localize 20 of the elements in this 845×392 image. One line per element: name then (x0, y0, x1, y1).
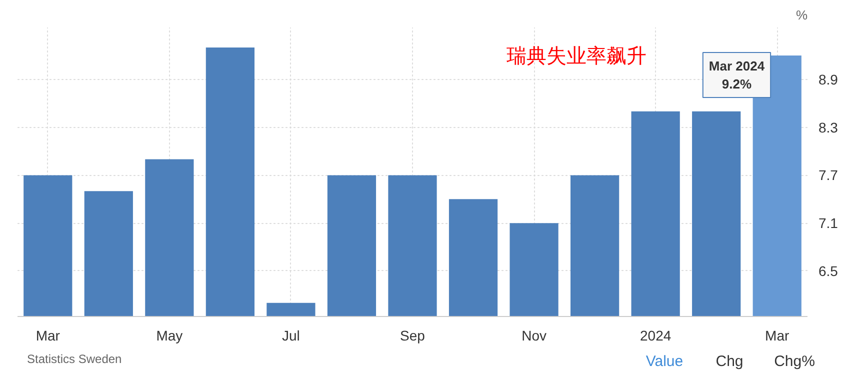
y-tick-label: 7.1 (818, 215, 838, 232)
annotation: Mar 2024 (708, 58, 766, 74)
x-tick-label: Jul (282, 328, 300, 344)
x-tick-label: 2024 (640, 328, 672, 344)
x-tick-label: Nov (522, 328, 546, 344)
y-axis-title: % (796, 8, 808, 22)
x-tick-label: Mar (765, 328, 790, 344)
text: Statistics Sweden (27, 351, 122, 368)
text: 瑞典失业率飙升 (506, 46, 647, 68)
y-tick-label: 7.7 (818, 167, 838, 184)
annotation: 9.2% (722, 76, 752, 92)
text: Chg (716, 352, 744, 372)
x-tick-label: Mar (36, 328, 60, 344)
y-tick-label: 6.5 (818, 262, 838, 279)
text: Value (646, 352, 684, 372)
text: Chg% (774, 352, 815, 372)
y-tick-label: 8.3 (818, 119, 838, 136)
y-tick-label: 8.9 (818, 71, 838, 88)
x-tick-label: Sep (400, 328, 426, 344)
x-tick-label: May (156, 328, 183, 344)
